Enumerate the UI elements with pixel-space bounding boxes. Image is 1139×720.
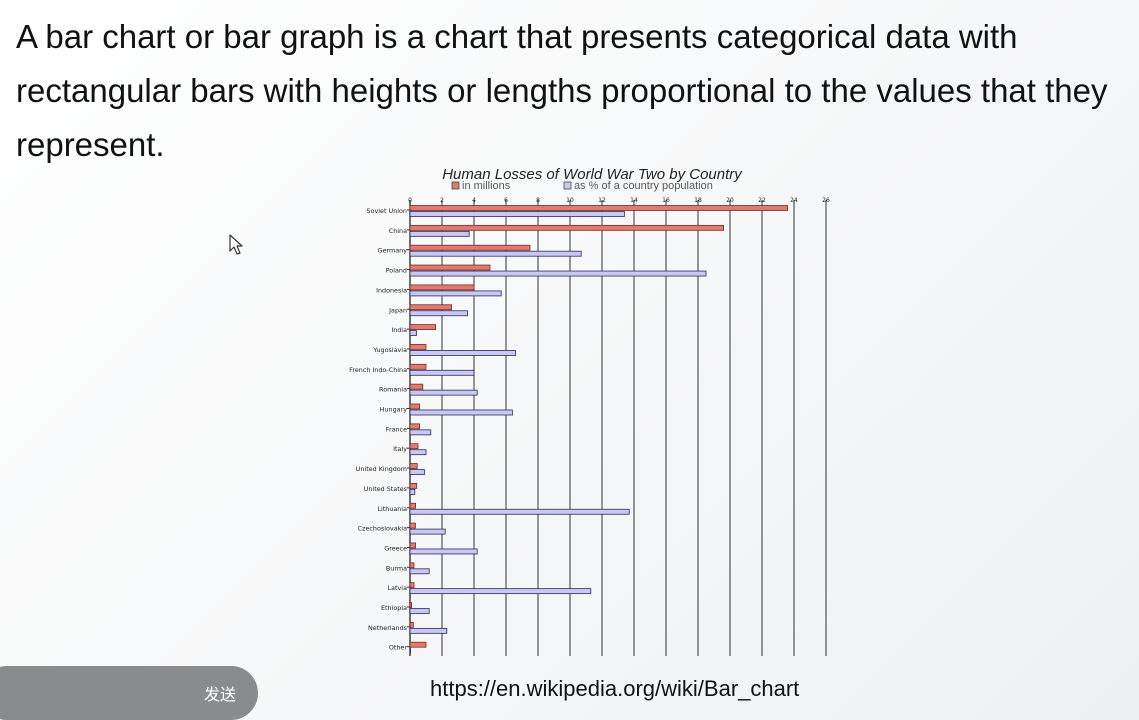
chart-svg: Human Losses of World War Two by Country… [349, 166, 830, 656]
x-tick-label: 10 [566, 197, 574, 204]
legend-swatch-millions [451, 181, 460, 190]
y-tick-label: Poland [386, 267, 407, 275]
x-tick-label: 0 [408, 197, 412, 204]
bar-percent [409, 568, 430, 575]
y-tick-label: Greece [384, 544, 407, 552]
x-tick-label: 24 [790, 197, 798, 204]
chart-title: Human Losses of World War Two by Country [442, 166, 743, 183]
bar-percent [409, 647, 411, 654]
bar-percent [409, 548, 478, 555]
y-tick-label: Romania [379, 386, 407, 394]
bar-percent [409, 429, 432, 436]
bar-percent [409, 488, 416, 495]
bar-millions [409, 562, 415, 569]
y-tick-label: Latvia [388, 584, 408, 592]
mouse-cursor-icon [229, 234, 243, 255]
chart-canvas: Human Losses of World War Two by Country… [330, 162, 850, 662]
x-tick-label: 14 [630, 197, 638, 204]
bar-percent [409, 369, 475, 376]
bar-percent [409, 528, 446, 535]
y-tick-label: Netherlands [368, 624, 408, 632]
legend-label-percent: as % of a country population [574, 180, 713, 192]
bar-millions [409, 304, 452, 311]
bar-millions [409, 264, 491, 271]
source-link[interactable]: https://en.wikipedia.org/wiki/Bar_chart [430, 676, 800, 701]
bar-millions [409, 502, 416, 509]
bar-millions [409, 423, 421, 430]
bar-percent [409, 469, 425, 475]
y-tick-label: Ethiopia [381, 604, 407, 612]
y-tick-label: Germany [378, 247, 408, 255]
bar-millions [409, 641, 427, 648]
x-tick-label: 8 [536, 197, 540, 204]
x-tick-label: 12 [598, 197, 606, 204]
bar-millions [409, 403, 421, 410]
bar-millions [409, 602, 413, 608]
bar-percent [409, 230, 470, 237]
legend-label-millions: in millions [462, 180, 511, 192]
slide-text: A bar chart or bar graph is a chart that… [16, 18, 1108, 163]
y-tick-label: France [386, 425, 407, 433]
x-tick-label: 2 [440, 197, 444, 204]
x-tick-label: 18 [694, 197, 702, 204]
x-tick-label: 6 [504, 197, 508, 204]
bar-millions [409, 344, 427, 350]
bar-millions [409, 383, 424, 390]
bar-millions [409, 284, 475, 291]
y-tick-label: Soviet Union [367, 207, 407, 215]
y-tick-label: Lithuania [377, 505, 407, 513]
y-tick-label: United Kingdom [356, 465, 407, 473]
x-tick-label: 20 [726, 197, 734, 204]
bar-millions [409, 542, 416, 549]
bar-millions [409, 224, 725, 231]
bar-millions [409, 463, 418, 469]
bar-millions [409, 244, 531, 251]
bar-percent [409, 508, 630, 515]
bar-percent [409, 608, 430, 614]
y-tick-label: China [389, 227, 407, 235]
legend-swatch-percent [563, 181, 572, 190]
bar-percent [409, 350, 516, 356]
send-button-label: 发送 [203, 685, 236, 704]
y-tick-label: Hungary [380, 406, 408, 414]
y-tick-label: French Indo-China [349, 366, 407, 374]
x-tick-label: 16 [662, 197, 670, 204]
bar-percent [409, 211, 625, 217]
bar-millions [409, 324, 437, 331]
bar-millions [409, 522, 416, 529]
bar-percent [409, 389, 478, 396]
bar-percent [409, 270, 707, 277]
bar-percent [409, 250, 582, 257]
x-tick-label: 26 [822, 197, 830, 204]
bar-millions [409, 582, 415, 589]
bar-millions [409, 621, 414, 628]
y-tick-label: Czechoslovakia [358, 525, 407, 533]
x-tick-label: 4 [472, 197, 476, 204]
bar-millions [409, 443, 419, 450]
y-tick-label: Japan [388, 306, 407, 314]
y-tick-label: United States [364, 485, 408, 493]
bar-percent [409, 310, 468, 317]
bar-millions [409, 205, 789, 211]
bar-percent [409, 588, 592, 595]
y-tick-label: Yugoslavia [372, 346, 407, 354]
send-button[interactable]: 发送 [0, 666, 258, 720]
bar-percent [409, 290, 502, 297]
bar-millions [409, 482, 418, 489]
bar-percent [409, 449, 427, 456]
bar-chart: Human Losses of World War Two by Country… [330, 162, 850, 662]
bar-percent [409, 627, 448, 634]
y-tick-label: Other [389, 644, 408, 652]
y-tick-label: India [391, 326, 407, 334]
x-tick-label: 22 [758, 197, 766, 204]
y-tick-label: Indonesia [376, 286, 407, 294]
bar-millions [409, 363, 427, 370]
bar-percent [409, 330, 417, 337]
y-tick-label: Burma [386, 564, 407, 572]
y-tick-label: Italy [393, 445, 407, 453]
bar-percent [409, 409, 513, 416]
